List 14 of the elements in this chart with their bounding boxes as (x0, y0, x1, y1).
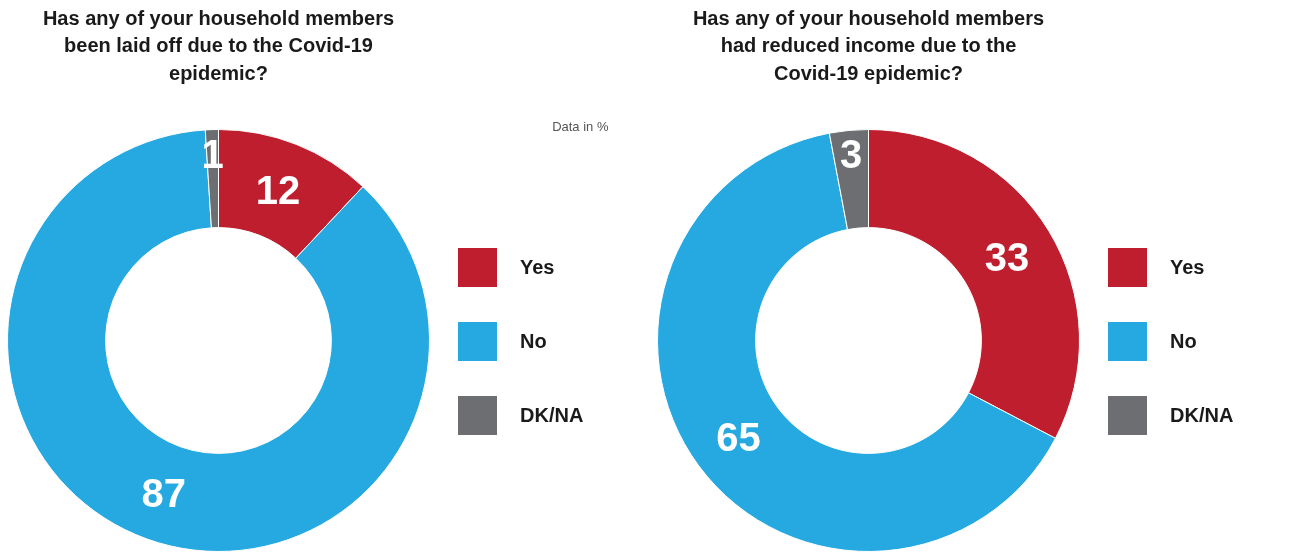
chart-title: Has any of your household members been laid off due to the Covid-19 epidemic? (42, 6, 395, 84)
data-label: 65 (716, 414, 761, 459)
data-label: 33 (984, 234, 1030, 279)
data-label: 3 (839, 132, 863, 177)
legend-label: DK/NA (520, 403, 584, 427)
data-label: 12 (255, 167, 301, 212)
text: Data in % (552, 118, 609, 134)
chart-title: Has any of your household members had reduced income due to the Covid-19 epidemic? (692, 6, 1045, 84)
legend-label: No (520, 329, 547, 353)
legend-label: No (1170, 329, 1197, 353)
legend-label: Yes (1170, 255, 1205, 279)
legend-label: DK/NA (1170, 403, 1234, 427)
legend-label: Yes (520, 255, 555, 279)
data-label: 87 (141, 470, 186, 515)
